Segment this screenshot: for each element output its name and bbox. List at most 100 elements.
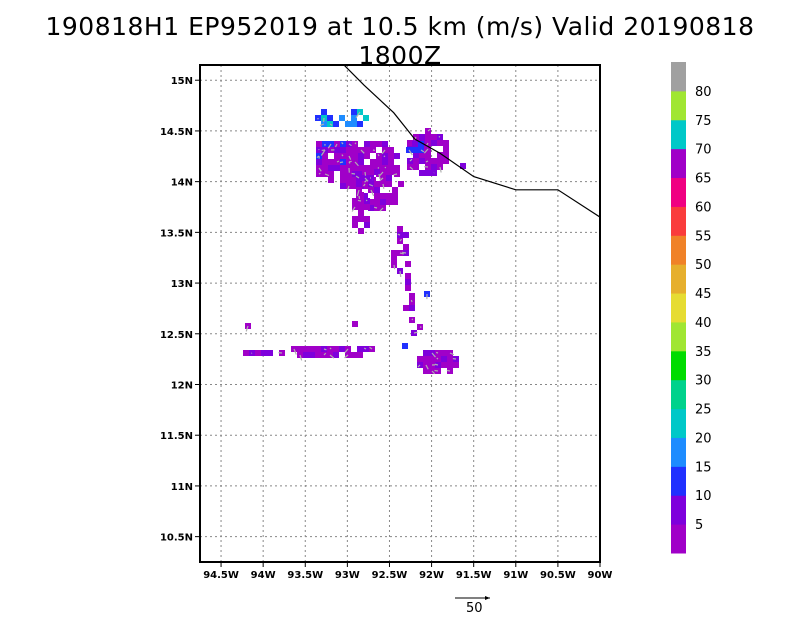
- wind-cell: [315, 346, 321, 352]
- wind-cell: [358, 228, 364, 234]
- wind-cell: [398, 181, 404, 187]
- wind-arrow: [346, 185, 350, 191]
- wind-cell: [340, 171, 346, 177]
- wind-arrow: [319, 123, 325, 127]
- wind-cell: [261, 350, 267, 356]
- wind-cell: [328, 171, 334, 177]
- wind-arrow: [341, 154, 344, 157]
- wind-arrow: [348, 161, 351, 164]
- lat-tick-label: 10.5N: [160, 533, 193, 544]
- wind-cell: [418, 141, 424, 147]
- wind-arrow: [368, 183, 374, 187]
- wind-arrow: [360, 149, 365, 154]
- wind-cell: [447, 356, 453, 362]
- wind-cell: [346, 147, 352, 153]
- wind-arrow: [339, 161, 344, 164]
- wind-cell: [322, 165, 328, 171]
- wind-cell: [431, 140, 437, 146]
- wind-cell: [441, 356, 447, 362]
- wind-cell: [392, 193, 398, 199]
- colorbar-label: 30: [695, 374, 712, 389]
- wind-cell: [364, 204, 370, 210]
- colorbar-segment: [671, 62, 686, 92]
- colorbar-label: 50: [695, 258, 712, 273]
- colorbar-label: 75: [695, 114, 712, 129]
- wind-arrow: [355, 175, 360, 179]
- wind-cell: [368, 205, 374, 211]
- wind-arrow: [409, 166, 414, 171]
- wind-arrow: [336, 160, 340, 163]
- wind-arrow: [436, 351, 439, 354]
- colorbar-label: 45: [695, 287, 712, 302]
- wind-cell: [423, 356, 429, 362]
- wind-cell: [316, 141, 322, 147]
- wind-arrow: [411, 318, 414, 321]
- wind-cell: [391, 250, 397, 256]
- wind-cell: [358, 153, 364, 159]
- wind-cell: [397, 226, 403, 232]
- wind-arrow: [377, 153, 380, 157]
- wind-arrow: [348, 155, 352, 160]
- wind-cell: [376, 159, 382, 165]
- wind-cell: [386, 181, 392, 187]
- lon-tick-label: 94W: [251, 570, 276, 581]
- map-background: [200, 65, 600, 562]
- scale-vector-arrowhead: [485, 596, 490, 600]
- wind-cell: [316, 159, 322, 165]
- wind-arrow: [383, 155, 386, 158]
- wind-cell: [334, 153, 340, 159]
- colorbar-segment: [671, 524, 686, 554]
- wind-cell: [403, 305, 409, 311]
- wind-cell: [412, 147, 418, 153]
- latitude-axis: 10.5N 11N 11.5N 12N 12.5N 13N 13.5N 14N 14.5N 15N: [160, 76, 200, 544]
- wind-cell: [364, 165, 370, 171]
- wind-cell: [413, 158, 419, 164]
- wind-cell: [380, 199, 386, 205]
- wind-vectors: [245, 111, 457, 375]
- wind-arrow: [324, 173, 330, 177]
- wind-cell: [374, 193, 380, 199]
- wind-arrow: [427, 128, 431, 132]
- wind-cell: [374, 187, 380, 193]
- wind-cell: [352, 183, 358, 189]
- wind-cell: [352, 216, 358, 222]
- wind-arrow: [318, 167, 322, 172]
- wind-cell: [303, 346, 309, 352]
- wind-cell: [388, 159, 394, 165]
- wind-cell: [363, 115, 369, 121]
- wind-cell: [327, 115, 333, 121]
- colorbar-label: 5: [695, 518, 703, 533]
- wind-cell: [413, 152, 419, 158]
- wind-cell: [356, 181, 362, 187]
- wind-cell: [340, 165, 346, 171]
- wind-arrow: [399, 270, 402, 278]
- wind-cell: [346, 171, 352, 177]
- wind-cell: [423, 368, 429, 374]
- wind-arrow: [379, 177, 384, 182]
- wind-cell: [352, 147, 358, 153]
- colorbar-segment: [671, 293, 686, 323]
- lon-tick-label: 91W: [503, 570, 528, 581]
- wind-cell: [351, 115, 357, 121]
- wind-arrow: [425, 160, 429, 163]
- wind-cell: [352, 165, 358, 171]
- wind-cell: [315, 352, 321, 358]
- lon-tick-label: 92W: [419, 570, 444, 581]
- wind-cell: [405, 261, 411, 267]
- colorbar-segment: [671, 177, 686, 207]
- colorbar-segment: [671, 321, 686, 352]
- wind-arrow: [413, 331, 418, 334]
- wind-arrow: [378, 173, 381, 180]
- wind-cell: [425, 152, 431, 158]
- longitude-axis: 94.5W 94W 93.5W 93W 92.5W 92W 91.5W 91W 90.5W 90W: [203, 562, 612, 581]
- wind-arrow: [410, 299, 413, 303]
- wind-cell: [374, 169, 380, 175]
- wind-arrow: [431, 370, 436, 375]
- wind-arrow: [409, 158, 413, 162]
- wind-cell: [447, 362, 453, 368]
- lat-tick-label: 14N: [171, 178, 193, 189]
- wind-arrow: [417, 364, 421, 368]
- lon-tick-label: 91.5W: [456, 570, 492, 581]
- colorbar-label: 35: [695, 345, 712, 360]
- colorbar-segment: [671, 148, 686, 179]
